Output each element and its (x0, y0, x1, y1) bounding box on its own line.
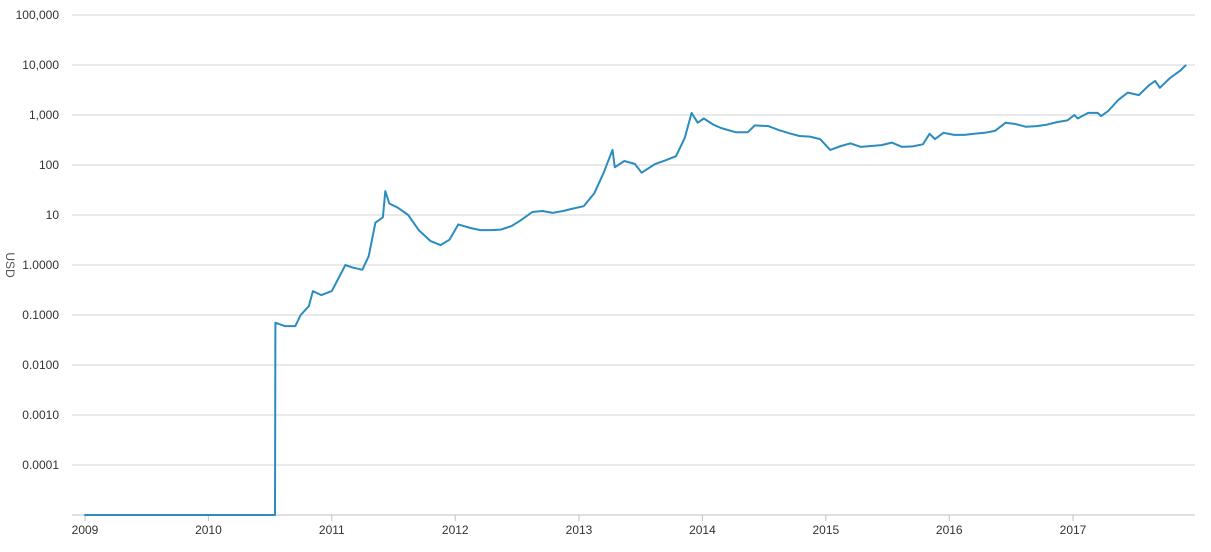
y-tick-label: 0.1000 (22, 308, 59, 322)
gridlines (72, 14, 1195, 466)
x-tick-label: 2012 (442, 523, 469, 537)
x-tick-label: 2015 (812, 523, 839, 537)
y-tick-label: 10,000 (22, 58, 59, 72)
y-axis-tick-labels: 0.0001 0.0010 0.0100 0.1000 1.0000 10 100 1,000… (16, 8, 60, 472)
x-tick-label: 2014 (689, 523, 716, 537)
x-tick-label: 2009 (72, 523, 99, 537)
x-axis-tick-labels: 2009 2010 2011 2012 2013 2014 2015 2016 2017 (72, 515, 1087, 537)
y-tick-label: 0.0010 (22, 408, 59, 422)
y-axis-label: USD (3, 252, 17, 278)
x-tick-label: 2011 (319, 523, 345, 537)
series-group (84, 64, 1187, 516)
y-tick-label: 1,000 (29, 108, 59, 122)
y-tick-label: 10 (46, 208, 60, 222)
y-tick-label: 100 (39, 158, 59, 172)
x-tick-label: 2010 (195, 523, 222, 537)
x-tick-label: 2017 (1060, 523, 1087, 537)
y-tick-label: 100,000 (16, 8, 60, 22)
x-tick-label: 2013 (566, 523, 593, 537)
series-line (84, 64, 1187, 516)
x-tick-label: 2016 (936, 523, 963, 537)
y-tick-label: 0.0001 (22, 458, 59, 472)
y-tick-label: 0.0100 (22, 358, 59, 372)
y-tick-label: 1.0000 (22, 258, 59, 272)
